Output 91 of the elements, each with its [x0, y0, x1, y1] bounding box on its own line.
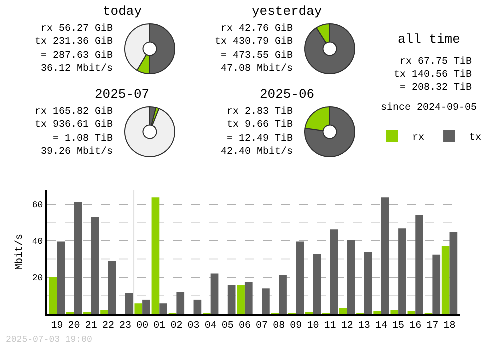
x-tick-label: 23 — [119, 321, 132, 332]
chart-title: yesterday — [252, 4, 322, 19]
x-tick-label: 15 — [392, 321, 405, 332]
text: tx 9.66 TiB — [227, 119, 294, 131]
x-tick-label: 04 — [204, 321, 217, 332]
x-tick-label: 10 — [307, 321, 320, 332]
x-tick-label: 07 — [256, 321, 268, 332]
text: tx 430.79 GiB — [215, 36, 294, 48]
x-tick-label: 08 — [273, 321, 286, 332]
donut-slice — [304, 24, 356, 74]
text: = 287.63 GiB — [41, 50, 114, 62]
y-axis-title: Mbit/s — [14, 234, 26, 270]
bar — [450, 232, 458, 314]
bar — [244, 282, 253, 314]
text: rx 67.75 TiB — [400, 56, 472, 68]
bar — [330, 230, 338, 314]
legend-label: rx — [412, 132, 425, 144]
text: since 2024-09-05 — [381, 102, 478, 114]
x-tick-label: 19 — [51, 321, 64, 332]
text: 42.40 Mbit/s — [221, 146, 294, 158]
bar — [100, 310, 108, 314]
x-tick-label: 14 — [375, 321, 388, 332]
x-tick-label: 00 — [136, 321, 149, 332]
text: = 12.49 TiB — [227, 133, 294, 145]
x-tick-label: 11 — [324, 321, 336, 332]
bar — [194, 300, 202, 314]
x-tick-label: 05 — [222, 321, 234, 332]
bar — [134, 304, 143, 314]
text: 36.12 Mbit/s — [41, 63, 114, 75]
bar — [152, 198, 160, 314]
bar — [432, 254, 441, 314]
bar — [91, 217, 100, 314]
legend-label: tx — [470, 132, 482, 144]
text: rx 42.76 GiB — [221, 23, 294, 35]
chart-title: 2025-06 — [260, 87, 315, 102]
x-tick-label: 03 — [188, 321, 200, 332]
x-tick-label: 02 — [170, 321, 183, 332]
text: tx 936.61 GiB — [35, 119, 114, 131]
donut-slice — [304, 106, 356, 158]
text: rx 2.83 TiB — [227, 106, 294, 118]
bar — [296, 242, 304, 314]
text: 47.08 Mbit/s — [221, 63, 294, 75]
bar — [416, 216, 424, 314]
y-tick-label: 60 — [32, 200, 44, 211]
text: = 1.08 TiB — [53, 133, 114, 145]
bar — [364, 252, 372, 314]
bar — [176, 292, 185, 314]
x-tick-label: 13 — [358, 321, 370, 332]
text: = 208.32 TiB — [400, 82, 472, 94]
x-tick-label: 09 — [290, 321, 302, 332]
bar — [74, 202, 82, 314]
x-tick-label: 21 — [85, 321, 98, 332]
y-tick-label: 20 — [32, 274, 44, 284]
bar — [442, 246, 450, 314]
x-tick-label: 16 — [410, 321, 422, 332]
x-tick-label: 20 — [68, 321, 80, 332]
text: all time — [398, 32, 460, 47]
bar — [160, 304, 168, 314]
x-tick-label: 12 — [341, 321, 354, 332]
x-tick-label: 01 — [154, 321, 166, 332]
bar — [262, 288, 270, 314]
bar — [108, 261, 116, 314]
y-tick-label: 40 — [32, 237, 44, 248]
chart-title: 2025-07 — [95, 87, 150, 102]
chart-title: today — [103, 4, 142, 19]
bar — [390, 310, 399, 314]
donut-slice — [124, 106, 176, 158]
bar — [347, 240, 356, 314]
x-tick-label: 17 — [426, 321, 439, 332]
text: = 473.55 GiB — [221, 50, 294, 62]
x-tick-label: 06 — [238, 321, 251, 332]
bar — [279, 276, 287, 314]
bar — [210, 274, 219, 314]
bar — [228, 285, 236, 314]
bar — [398, 228, 406, 314]
bar — [49, 278, 58, 314]
bar — [382, 198, 390, 314]
bar — [374, 311, 382, 314]
text: rx 56.27 GiB — [41, 23, 114, 35]
bar — [340, 308, 348, 314]
bar — [313, 254, 322, 314]
x-tick-label: 18 — [444, 321, 456, 332]
text: tx 140.56 TiB — [394, 69, 472, 81]
bar — [237, 285, 245, 314]
text: rx 165.82 GiB — [35, 106, 114, 118]
bar — [142, 300, 150, 314]
x-tick-label: 22 — [102, 321, 114, 332]
bar — [126, 293, 134, 314]
text: 39.26 Mbit/s — [41, 146, 114, 158]
bar — [57, 242, 66, 314]
text: tx 231.36 GiB — [35, 36, 114, 48]
